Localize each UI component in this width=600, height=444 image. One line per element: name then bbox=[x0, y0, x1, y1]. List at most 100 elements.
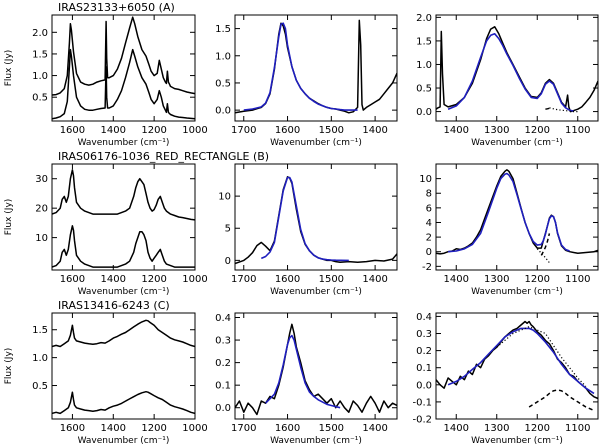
x-tick-label: 1400 bbox=[362, 125, 387, 136]
y-tick-label: 4 bbox=[426, 218, 432, 229]
x-tick-label: 1400 bbox=[444, 274, 469, 285]
x-tick-label: 1600 bbox=[60, 274, 85, 285]
axes-frame bbox=[51, 163, 196, 271]
series-line-spectrum-lower bbox=[52, 48, 195, 120]
axes-frame bbox=[435, 14, 599, 122]
x-axis-label: Wavenumber (cm⁻¹) bbox=[270, 436, 362, 444]
series-line-component-dashed bbox=[545, 107, 552, 110]
series-line-spectrum bbox=[235, 323, 397, 416]
y-tick-label: 1.0 bbox=[416, 60, 432, 71]
panel-0: 1600 1400 1200 1000 0.5 1.0 1.5 2.0 Wavenumber (… bbox=[4, 1, 208, 148]
x-tick-label: 1300 bbox=[484, 423, 509, 434]
series-line-component-dashed bbox=[528, 389, 595, 412]
panel-title: IRAS06176-1036_RED_RECTANGLE (B) bbox=[58, 150, 269, 163]
y-tick-label: 30 bbox=[35, 174, 48, 185]
x-tick-label: 1200 bbox=[525, 125, 550, 136]
y-axis-label: Flux (Jy) bbox=[4, 348, 14, 385]
x-tick-label: 1300 bbox=[484, 274, 509, 285]
y-tick-label: 0.5 bbox=[32, 381, 48, 392]
axes-frame bbox=[435, 312, 599, 420]
x-axis-label: Wavenumber (cm⁻¹) bbox=[270, 138, 362, 148]
x-tick-label: 1400 bbox=[101, 423, 126, 434]
y-tick-label: 0 bbox=[225, 256, 231, 267]
x-axis-label: Wavenumber (cm⁻¹) bbox=[78, 436, 170, 444]
y-tick-label: 0.4 bbox=[416, 312, 432, 323]
y-tick-label: 6 bbox=[426, 203, 432, 214]
x-tick-label: 1400 bbox=[444, 423, 469, 434]
x-axis-label: Wavenumber (cm⁻¹) bbox=[78, 287, 170, 297]
y-tick-label: 0.0 bbox=[215, 403, 231, 414]
y-tick-label: 0.1 bbox=[215, 381, 231, 392]
x-tick-label: 1600 bbox=[275, 274, 300, 285]
x-tick-label: 1200 bbox=[525, 423, 550, 434]
series-line-spectrum-upper bbox=[52, 16, 195, 96]
series-line-component-dotted bbox=[549, 107, 578, 113]
y-tick-label: 1.5 bbox=[416, 36, 432, 47]
x-tick-label: 1000 bbox=[182, 125, 207, 136]
y-tick-label: 5 bbox=[225, 224, 231, 235]
x-tick-label: 1000 bbox=[182, 274, 207, 285]
y-tick-label: 0.0 bbox=[416, 380, 432, 391]
series-line-fit bbox=[243, 22, 358, 111]
series-line-fit bbox=[448, 172, 570, 253]
x-tick-label: 1600 bbox=[60, 125, 85, 136]
y-tick-label: -0.1 bbox=[412, 397, 432, 408]
panel-1: 1700 1600 1500 1400 0.0 0.5 1.0 1.5 Wavenumber (… bbox=[215, 14, 398, 148]
series-line-fit bbox=[260, 176, 349, 262]
series-line-spectrum bbox=[235, 19, 397, 114]
y-tick-label: 0.5 bbox=[32, 93, 48, 104]
y-tick-label: 20 bbox=[35, 204, 48, 215]
y-tick-label: 2 bbox=[426, 233, 432, 244]
series-line-spectrum-upper bbox=[52, 319, 195, 348]
x-tick-label: 1000 bbox=[182, 423, 207, 434]
x-tick-label: 1300 bbox=[484, 125, 509, 136]
y-tick-label: 0.5 bbox=[215, 78, 231, 89]
y-tick-label: 2.0 bbox=[32, 28, 48, 39]
x-tick-label: 1700 bbox=[231, 125, 256, 136]
series-line-fit bbox=[447, 32, 574, 112]
x-tick-label: 1400 bbox=[362, 423, 387, 434]
series-line-spectrum bbox=[436, 26, 598, 113]
x-tick-label: 1600 bbox=[60, 423, 85, 434]
y-tick-label: 0.0 bbox=[215, 106, 231, 117]
y-tick-label: 1.5 bbox=[32, 325, 48, 336]
panel-8: 1400 1300 1200 1100 -0.2 -0.1 0.0 0.1 0.2 0.3 0.4 W… bbox=[412, 312, 599, 444]
series-line-component-dashed bbox=[540, 233, 551, 256]
axes-frame bbox=[435, 163, 599, 271]
x-axis-label: Wavenumber (cm⁻¹) bbox=[471, 138, 563, 148]
series-group bbox=[235, 176, 397, 265]
y-tick-label: 0.4 bbox=[215, 313, 231, 324]
x-tick-label: 1200 bbox=[141, 274, 166, 285]
x-tick-label: 1200 bbox=[525, 274, 550, 285]
series-line-spectrum bbox=[235, 176, 397, 265]
series-group bbox=[52, 319, 195, 415]
y-tick-label: 0.3 bbox=[215, 336, 231, 347]
y-axis-label: Flux (Jy) bbox=[4, 199, 14, 236]
axes-frame bbox=[234, 163, 398, 271]
y-tick-label: 1.5 bbox=[32, 49, 48, 60]
series-group bbox=[436, 169, 598, 264]
y-tick-label: 1.5 bbox=[215, 24, 231, 35]
x-tick-label: 1400 bbox=[101, 125, 126, 136]
series-group bbox=[235, 19, 397, 114]
series-group bbox=[436, 26, 598, 113]
axes-frame bbox=[234, 14, 398, 122]
panel-3: 1600 1400 1200 1000 10 20 30 Wavenumber (cm⁻¹) F… bbox=[4, 150, 269, 297]
series-line-component-dotted bbox=[536, 248, 550, 264]
y-tick-label: -0.2 bbox=[412, 415, 432, 426]
panel-title: IRAS13416-6243 (C) bbox=[58, 299, 170, 312]
x-axis-label: Wavenumber (cm⁻¹) bbox=[270, 287, 362, 297]
x-tick-label: 1500 bbox=[319, 125, 344, 136]
y-tick-label: 10 bbox=[419, 174, 432, 185]
x-axis-label: Wavenumber (cm⁻¹) bbox=[471, 287, 563, 297]
panel-title: IRAS23133+6050 (A) bbox=[58, 1, 175, 14]
y-tick-label: 10 bbox=[218, 192, 231, 203]
series-group bbox=[436, 320, 598, 412]
panel-5: 1400 1300 1200 1100 -2 0 2 4 6 8 10 Wavenumber (cm⁻… bbox=[419, 163, 599, 297]
y-tick-label: 1.0 bbox=[32, 353, 48, 364]
x-tick-label: 1400 bbox=[444, 125, 469, 136]
series-line-spectrum-lower bbox=[52, 390, 195, 415]
x-tick-label: 1100 bbox=[565, 423, 590, 434]
x-tick-label: 1600 bbox=[275, 423, 300, 434]
x-axis-label: Wavenumber (cm⁻¹) bbox=[78, 138, 170, 148]
